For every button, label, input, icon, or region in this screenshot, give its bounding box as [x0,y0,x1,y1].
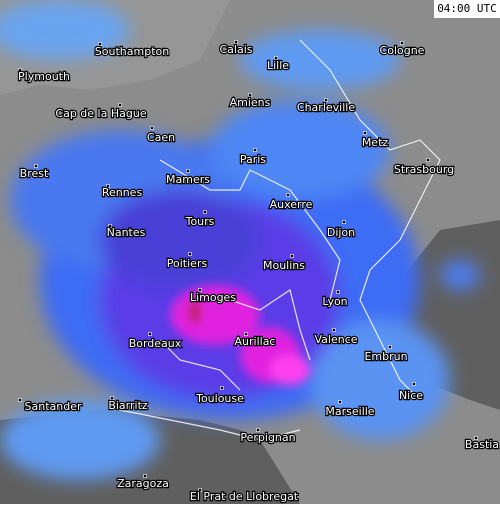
city-dot [150,126,154,130]
city-dot [188,252,192,256]
borders [119,39,441,441]
city-label: Bordeaux [129,337,182,350]
city-dot [400,41,404,45]
city-dot [186,169,190,173]
city-label: Metz [362,136,389,149]
city-dot [248,93,252,97]
cities: Southampton Calais Lille Cologne Plymouth Cap… [17,40,500,504]
city-label: Valence [314,333,357,346]
city-dot [290,254,294,258]
city-dot [118,103,122,107]
city-label: Moulins [263,259,305,272]
city-dot [106,184,110,188]
city-label: El Prat de Llobregat [190,490,299,503]
city-dot [342,220,346,224]
city-dot [148,332,152,336]
city-dot [286,193,290,197]
city-label: Marseille [325,405,374,418]
city-label: Aurillac [235,335,276,348]
city-label: Charleville [297,101,355,114]
city-label: Santander [25,400,82,413]
city-dot [198,288,202,292]
city-dot [426,158,430,162]
radar-echoes [0,0,480,480]
heavy-echoes [170,285,310,385]
city-dot [274,56,278,60]
city-dot [244,332,248,336]
city-dot [18,398,22,402]
city-label: Southampton [95,45,169,58]
city-label: Calais [219,43,252,56]
city-label: Cologne [380,44,425,57]
city-dot [324,98,328,102]
city-dot [203,210,207,214]
city-label: Perpignan [240,431,295,444]
city-label: Tours [185,215,215,228]
city-label: Brest [20,167,49,180]
city-dot [18,68,22,72]
city-label: Lille [267,59,289,72]
city-dot [474,436,478,440]
city-dot [336,290,340,294]
city-dot [220,386,224,390]
city-dot [34,164,38,168]
city-label: Zaragoza [117,477,169,490]
city-label: Paris [240,153,266,166]
city-label: Embrun [364,350,407,363]
city-dot [338,400,342,404]
city-dot [143,474,147,478]
city-dot [98,42,102,46]
city-dot [412,382,416,386]
city-dot [388,345,392,349]
city-label: Mamers [166,173,210,186]
city-dot [256,428,260,432]
city-dot [108,224,112,228]
city-label: Bastia [465,438,499,451]
city-dot [332,328,336,332]
city-label: Nantes [107,226,146,239]
city-label: Strasbourg [394,163,454,176]
city-label: Rennes [102,186,143,199]
city-label: Caen [147,131,175,144]
city-dot [363,131,367,135]
city-label: Auxerre [270,198,313,211]
time-box: 04:00 UTC [434,0,500,18]
city-label: Biarritz [108,399,148,412]
city-dot [234,40,238,44]
city-label: Nice [399,389,423,402]
city-dot [110,396,114,400]
city-label: Limoges [190,291,236,304]
time-label: 04:00 UTC [437,2,497,15]
city-label: Lyon [322,295,347,308]
city-label: Plymouth [18,70,70,83]
city-dot [253,148,257,152]
city-label: Dijon [327,226,355,239]
city-label: Toulouse [195,392,244,405]
city-label: Amiens [230,96,271,109]
city-label: Cap de la Hague [55,107,146,120]
city-label: Poitiers [167,257,208,270]
city-dot [198,488,202,492]
